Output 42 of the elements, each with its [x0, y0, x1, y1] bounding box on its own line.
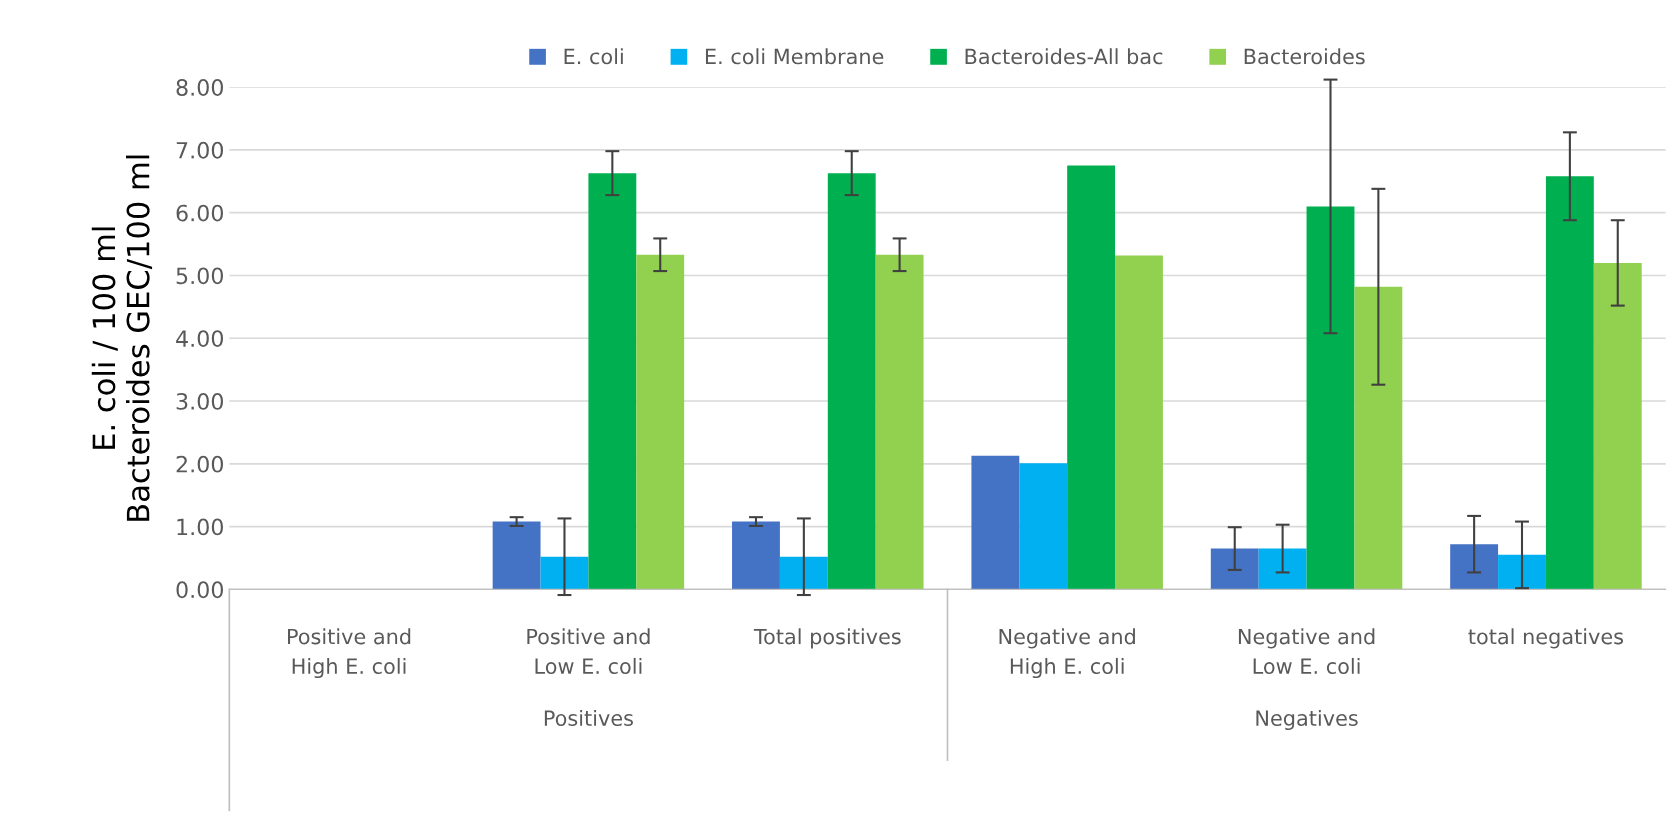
- text: Negatives: [1256, 709, 1358, 731]
- bar: [540, 556, 589, 590]
- y-tick-label: 3.00: [176, 392, 223, 410]
- bar: [1019, 463, 1068, 590]
- x-tick-label: Negative and High E. coli: [999, 628, 1135, 679]
- text: Positives: [544, 709, 633, 726]
- legend-label: E. coli Membrane: [705, 48, 884, 65]
- y-tick-label: 0.00: [176, 581, 223, 599]
- legend-label: E. coli: [564, 48, 623, 65]
- legend-label: Bacteroides: [1244, 48, 1365, 65]
- bar: [1210, 548, 1259, 590]
- y-tick-label: 5.00: [176, 267, 223, 285]
- bar: [588, 173, 637, 590]
- bar: [1354, 286, 1403, 590]
- bar: [875, 254, 924, 590]
- x-tick-label: Positive and High E. coli: [288, 628, 411, 679]
- y-tick-label: 2.00: [176, 455, 223, 473]
- y-tick-label: 1.00: [177, 518, 223, 536]
- y-tick-label: 4.00: [176, 330, 223, 348]
- bar: [1115, 255, 1163, 590]
- bar: [492, 521, 541, 590]
- y-axis-title: E. coli / 100 ml Bacteroides GEC/100 ml: [91, 155, 153, 521]
- bar: [1545, 176, 1594, 590]
- x-tick-label: Negative and Low E. coli: [1238, 628, 1375, 675]
- bar: [779, 556, 828, 590]
- bar: [636, 254, 685, 590]
- bar: [732, 521, 780, 590]
- legend-label: Bacteroides-All bac: [965, 48, 1163, 65]
- y-tick-label: 7.00: [176, 141, 223, 159]
- bar: [1450, 544, 1499, 590]
- bar: [1258, 548, 1307, 590]
- x-tick-label: total negatives: [1468, 628, 1624, 649]
- bar: [1067, 165, 1116, 590]
- bar: [1593, 262, 1642, 590]
- x-tick-label: Total positives: [753, 628, 901, 649]
- bar: [971, 455, 1020, 590]
- bar: [827, 173, 876, 590]
- bar: [1306, 206, 1355, 590]
- y-tick-label: 6.00: [176, 204, 223, 222]
- bar: [1498, 554, 1546, 590]
- x-tick-label: Positive and Low E. coli: [527, 628, 650, 675]
- y-tick-label: 8.00: [176, 79, 223, 96]
